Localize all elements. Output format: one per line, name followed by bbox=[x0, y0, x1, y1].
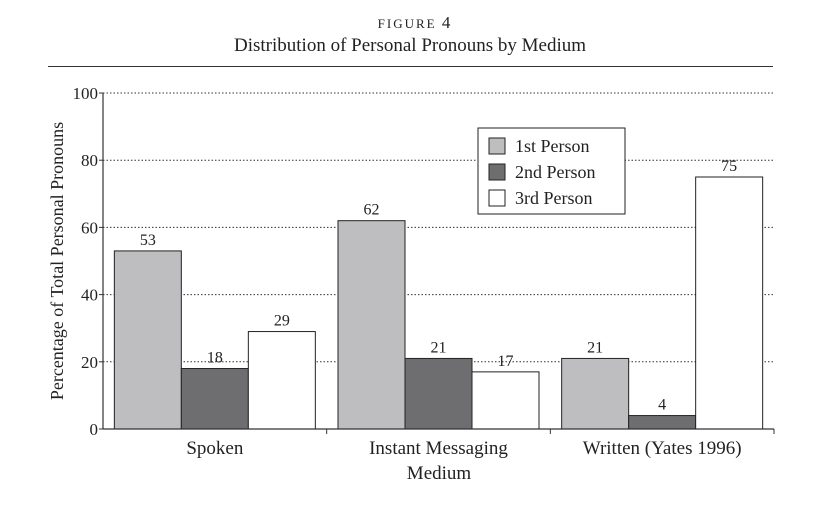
bar bbox=[695, 176, 764, 430]
y-tick-label: 20 bbox=[81, 353, 98, 372]
tick-labels: 0 20 40 60 80 100 Spoken Instant Messaging Writt… bbox=[73, 84, 742, 459]
y-tick-label: 100 bbox=[73, 84, 99, 103]
bar bbox=[561, 357, 630, 430]
bar bbox=[404, 357, 473, 430]
y-tick-label: 60 bbox=[81, 218, 98, 237]
data-labels: 53 18 29 62 21 17 21 4 75 bbox=[140, 158, 737, 414]
bars bbox=[113, 176, 764, 430]
data-label: 21 bbox=[587, 339, 603, 356]
data-label: 17 bbox=[498, 353, 514, 370]
bar bbox=[247, 331, 316, 430]
legend-swatch bbox=[488, 163, 506, 181]
legend-swatch bbox=[488, 189, 506, 207]
chart-title: Distribution of Personal Pronouns by Med… bbox=[233, 35, 587, 56]
data-label: 62 bbox=[364, 202, 380, 219]
bar bbox=[180, 368, 249, 430]
data-label: 21 bbox=[431, 339, 447, 356]
legend-swatch bbox=[488, 137, 506, 155]
legend-label: 1st Person bbox=[515, 136, 590, 156]
y-tick-label: 80 bbox=[81, 151, 98, 170]
legend-label: 3rd Person bbox=[515, 188, 593, 208]
x-tick-label: Spoken bbox=[186, 438, 244, 459]
bar bbox=[628, 415, 697, 430]
legend: 1st Person 2nd Person 3rd Person bbox=[477, 127, 626, 215]
x-axis-label: Medium bbox=[407, 463, 472, 484]
legend-label: 2nd Person bbox=[515, 162, 596, 182]
title-rule bbox=[48, 66, 773, 67]
axes bbox=[99, 92, 775, 434]
figure-number: 4 bbox=[441, 13, 451, 32]
data-label: 18 bbox=[207, 350, 223, 367]
figure-label-text: FIGURE bbox=[377, 16, 437, 31]
bar bbox=[113, 250, 182, 430]
x-tick-label: Written (Yates 1996) bbox=[583, 438, 742, 459]
bar bbox=[337, 220, 406, 430]
y-tick-label: 0 bbox=[90, 420, 99, 439]
data-label: 4 bbox=[658, 397, 666, 414]
figure-label: FIGURE 4 bbox=[0, 13, 828, 33]
data-label: 75 bbox=[721, 158, 737, 175]
gridlines bbox=[103, 92, 774, 363]
y-axis-label: Percentage of Total Personal Pronouns bbox=[47, 122, 67, 400]
data-label: 29 bbox=[274, 313, 290, 330]
data-label: 53 bbox=[140, 232, 156, 249]
y-tick-label: 40 bbox=[81, 286, 98, 305]
bar bbox=[471, 371, 540, 430]
x-tick-label: Instant Messaging bbox=[369, 438, 508, 459]
